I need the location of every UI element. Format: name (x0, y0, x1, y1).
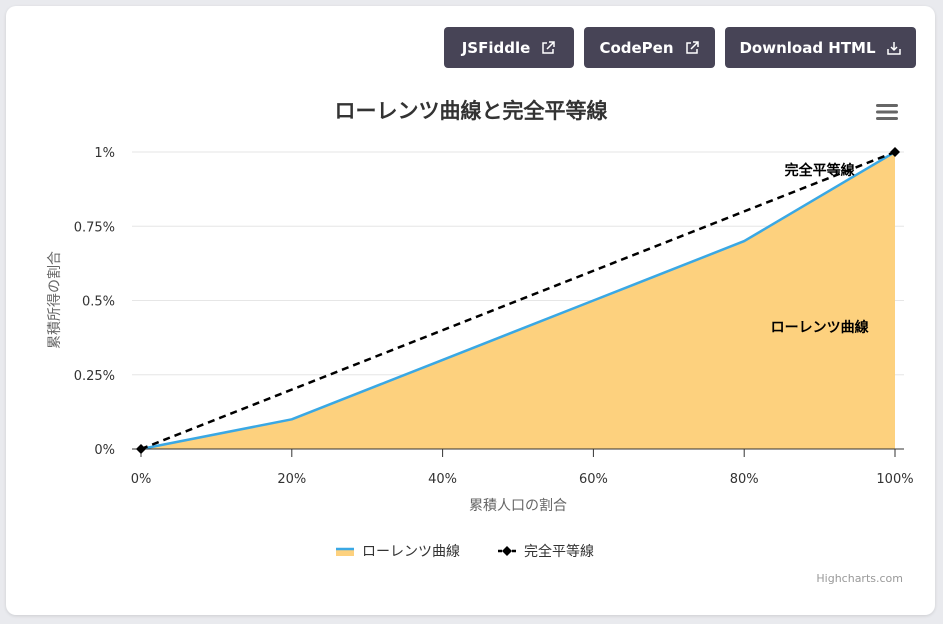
external-link-icon (542, 40, 556, 54)
y-tick-label: 0.25% (74, 369, 115, 384)
y-axis: 0% 0.25% 0.5% 0.75% 1% (74, 146, 115, 458)
chart-title: ローレンツ曲線と完全平等線 (335, 99, 608, 123)
y-tick-label: 1% (94, 146, 115, 161)
codepen-button[interactable]: CodePen (584, 27, 715, 68)
y-tick-label: 0.75% (74, 220, 115, 235)
x-tick-label: 0% (131, 472, 152, 487)
lorenz-area-fill (141, 152, 895, 449)
legend: ローレンツ曲線 完全平等線 (336, 543, 594, 560)
external-link-icon (685, 40, 699, 54)
legend-item[interactable]: ローレンツ曲線 (336, 544, 460, 560)
credits[interactable]: Highcharts.com (816, 572, 903, 585)
y-tick-label: 0.5% (82, 295, 115, 310)
legend-label: 完全平等線 (524, 543, 594, 560)
equality-point-marker[interactable] (890, 147, 900, 157)
legend-symbol-fill (336, 549, 354, 556)
equality-line (140, 150, 896, 451)
download-html-button[interactable]: Download HTML (725, 27, 916, 68)
equality-point-marker[interactable] (136, 444, 146, 454)
legend-symbol-marker (502, 546, 512, 556)
x-axis: 0% 20% 40% 60% 80% 100% (131, 448, 914, 487)
y-axis-title: 累積所得の割合 (46, 251, 63, 349)
download-icon (886, 41, 901, 55)
series-lines (140, 150, 896, 451)
lorenz-line (140, 150, 896, 451)
codepen-label: CodePen (599, 38, 674, 57)
series-area (141, 152, 895, 449)
jsfiddle-label: JSFiddle (461, 38, 531, 57)
jsfiddle-button[interactable]: JSFiddle (444, 27, 574, 68)
annotation-label: ローレンツ曲線 (771, 319, 869, 336)
x-axis-title: 累積人口の割合 (469, 497, 567, 514)
y-tick-label: 0% (94, 443, 115, 458)
legend-item[interactable]: 完全平等線 (498, 543, 594, 560)
x-tick-label: 80% (730, 472, 759, 487)
x-tick-label: 40% (428, 472, 457, 487)
series-markers (136, 147, 900, 454)
download-html-label: Download HTML (739, 38, 876, 57)
hamburger-menu-icon[interactable] (876, 104, 898, 120)
legend-label: ローレンツ曲線 (362, 544, 460, 560)
annotation-label: 完全平等線 (785, 162, 855, 179)
x-tick-label: 60% (579, 472, 608, 487)
x-tick-label: 100% (876, 472, 913, 487)
x-tick-label: 20% (277, 472, 306, 487)
